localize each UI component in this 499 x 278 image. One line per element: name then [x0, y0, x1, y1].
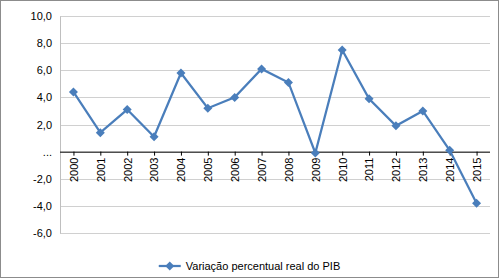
x-tick-label: 2003: [148, 158, 160, 182]
chart-frame: [1, 1, 499, 278]
series-marker: [311, 148, 320, 157]
x-tick: 2006: [229, 152, 241, 182]
grid-line: [60, 125, 490, 126]
x-tick: 2007: [256, 152, 268, 182]
x-tick-mark: [100, 152, 101, 156]
x-tick: 2013: [417, 152, 429, 182]
y-tick-label: 10,0: [31, 10, 52, 22]
y-tick-label: 4,0: [37, 91, 52, 103]
x-axis-line: [60, 152, 490, 153]
grid-line: [60, 97, 490, 98]
y-axis: -6,0 -4,0 -2,0... 2,0 4,0 6,0 8,0 10,0: [31, 10, 61, 239]
series-marker: [96, 128, 105, 137]
y-tick: 4,0: [37, 91, 60, 103]
x-tick: 2011: [363, 152, 375, 182]
x-tick-label: 2012: [390, 158, 402, 182]
x-tick-mark: [154, 152, 155, 156]
series-marker: [445, 146, 454, 155]
legend-label: Variação percentual real do PIB: [186, 260, 341, 272]
y-tick: -6,0: [33, 227, 60, 239]
x-tick-mark: [262, 152, 263, 156]
series-marker: [176, 68, 185, 77]
x-tick: 2014: [444, 152, 456, 182]
x-tick: 2012: [390, 152, 402, 182]
x-tick-label: 2001: [95, 158, 107, 182]
x-tick: 2010: [337, 152, 349, 182]
series-marker: [230, 93, 239, 102]
y-tick-label: -4,0: [33, 200, 52, 212]
x-tick-label: 2009: [310, 158, 322, 182]
grid-line: [60, 206, 490, 207]
series-marker: [365, 94, 374, 103]
plot-area: [69, 45, 481, 207]
x-axis: 2000 2001 2002 2003 2004 2005 2006 2007 2008 2009…: [60, 152, 490, 182]
x-tick-label: 2006: [229, 158, 241, 182]
y-tick: ...: [43, 146, 60, 158]
x-tick-mark: [288, 152, 289, 156]
x-tick-mark: [73, 152, 74, 156]
series-line: [73, 50, 476, 203]
x-tick-mark: [127, 152, 128, 156]
grid-line: [60, 233, 490, 234]
legend-marker: [165, 262, 174, 271]
x-tick-label: 2002: [122, 158, 134, 182]
legend: Variação percentual real do PIB: [159, 260, 341, 272]
series-marker: [123, 105, 132, 114]
series-marker: [69, 87, 78, 96]
x-tick-mark: [423, 152, 424, 156]
x-tick: 2002: [122, 152, 134, 182]
y-tick: 6,0: [37, 64, 60, 76]
x-tick-label: 2013: [417, 158, 429, 182]
series-marker: [391, 121, 400, 130]
x-tick-label: 2005: [202, 158, 214, 182]
x-tick-label: 2015: [471, 158, 483, 182]
y-tick-label: ...: [43, 146, 52, 158]
grid-line: [60, 43, 490, 44]
chart: -6,0-4,0-2,0...2,04,06,08,010,0200020012…: [0, 0, 499, 278]
y-tick-label: -6,0: [33, 227, 52, 239]
y-tick-label: 6,0: [37, 64, 52, 76]
y-tick-label: -2,0: [33, 173, 52, 185]
y-tick: -4,0: [33, 200, 60, 212]
x-tick-label: 2008: [283, 158, 295, 182]
x-tick: 2001: [95, 152, 107, 182]
x-tick: 2000: [68, 152, 80, 182]
series-marker: [150, 132, 159, 141]
grid: [60, 17, 490, 234]
x-tick-label: 2011: [363, 158, 375, 182]
x-tick-label: 2004: [175, 158, 187, 182]
x-tick-mark: [208, 152, 209, 156]
y-tick-label: 2,0: [37, 119, 52, 131]
x-tick-label: 2010: [337, 158, 349, 182]
series-marker: [338, 45, 347, 54]
series-marker: [418, 106, 427, 115]
grid-line: [60, 70, 490, 71]
grid-line: [60, 152, 490, 153]
y-tick: 8,0: [37, 37, 60, 49]
y-axis-line: [60, 17, 61, 234]
x-tick-mark: [369, 152, 370, 156]
grid-line: [60, 16, 490, 17]
x-tick-label: 2007: [256, 158, 268, 182]
y-tick: -2,0: [33, 173, 60, 185]
y-tick: 2,0: [37, 119, 60, 131]
series-marker: [472, 199, 481, 208]
legend-item: Variação percentual real do PIB: [159, 260, 341, 272]
x-tick-mark: [477, 152, 478, 156]
x-tick-label: 2000: [68, 158, 80, 182]
x-tick-mark: [181, 152, 182, 156]
x-tick: 2008: [283, 152, 295, 182]
x-tick-mark: [342, 152, 343, 156]
x-tick: 2003: [148, 152, 160, 182]
x-tick: 2015: [471, 152, 483, 182]
x-tick: 2004: [175, 152, 187, 182]
x-tick-mark: [235, 152, 236, 156]
series-marker: [257, 64, 266, 73]
y-tick-label: 8,0: [37, 37, 52, 49]
x-tick-mark: [396, 152, 397, 156]
x-tick: 2005: [202, 152, 214, 182]
y-tick: 10,0: [31, 10, 60, 22]
series-marker: [284, 78, 293, 87]
series-marker: [203, 104, 212, 113]
